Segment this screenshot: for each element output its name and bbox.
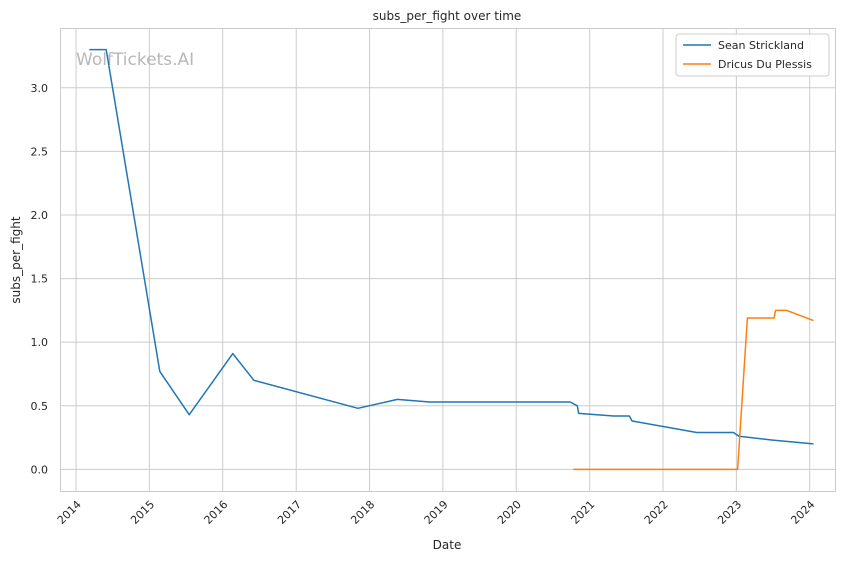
x-tick-label: 2022 <box>642 498 671 527</box>
y-tick-label: 2.5 <box>31 145 49 158</box>
y-axis-label: subs_per_fight <box>9 216 23 303</box>
y-tick-label: 3.0 <box>31 82 49 95</box>
x-tick-labels: 2014 2015 2016 2017 2018 2019 2020 2021 2022 2023… <box>55 498 818 527</box>
x-tick-label: 2023 <box>715 498 744 527</box>
x-tick-label: 2016 <box>202 498 231 527</box>
x-axis-label: Date <box>433 538 462 552</box>
x-tick-label: 2021 <box>569 498 598 527</box>
legend-box <box>675 33 830 77</box>
x-tick-label: 2019 <box>422 498 451 527</box>
y-tick-label: 1.5 <box>31 273 49 286</box>
legend-label: Dricus Du Plessis <box>718 58 812 71</box>
x-tick-label: 2024 <box>788 498 817 527</box>
x-tick-label: 2014 <box>55 498 84 527</box>
series-lines <box>89 48 814 471</box>
y-tick-labels: 0.0 0.5 1.0 1.5 2.0 2.5 3.0 <box>31 82 49 477</box>
watermark: WolfTickets.AI <box>76 50 194 70</box>
series-line-1 <box>573 309 814 471</box>
series-line-0 <box>89 48 814 445</box>
x-tick-label: 2017 <box>275 498 304 527</box>
y-gridlines <box>60 87 835 470</box>
y-tick-label: 0.0 <box>31 463 49 476</box>
legend-label: Sean Strickland <box>718 39 804 52</box>
x-tick-label: 2018 <box>348 498 377 527</box>
x-gridlines <box>75 28 811 491</box>
x-tick-label: 2015 <box>128 498 157 527</box>
y-tick-label: 1.0 <box>31 336 49 349</box>
chart-title: subs_per_fight over time <box>373 9 522 23</box>
legend: Sean Strickland Dricus Du Plessis <box>675 33 830 77</box>
y-tick-label: 2.0 <box>31 209 49 222</box>
y-tick-label: 0.5 <box>31 400 49 413</box>
plot-frame <box>60 28 836 492</box>
x-tick-label: 2020 <box>495 498 524 527</box>
